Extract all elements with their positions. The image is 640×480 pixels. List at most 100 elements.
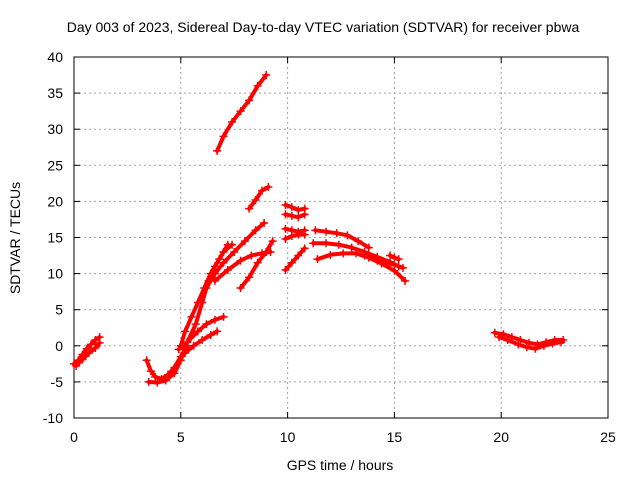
data-point (219, 132, 228, 141)
data-point (339, 249, 348, 258)
data-point (373, 256, 382, 265)
data-point (202, 284, 211, 293)
x-axis-label: GPS time / hours (287, 457, 394, 473)
data-point (151, 372, 160, 381)
data-point (82, 344, 91, 353)
data-point (91, 343, 100, 352)
y-tick-label: 20 (47, 193, 63, 209)
data-point (262, 71, 271, 80)
data-point (236, 256, 245, 265)
data-point (183, 338, 192, 347)
data-point (219, 258, 228, 267)
data-point (351, 249, 360, 258)
data-point (219, 312, 228, 321)
y-tick-label: 0 (55, 338, 63, 354)
data-point (240, 237, 249, 246)
data-point (223, 240, 232, 249)
data-point (251, 195, 260, 204)
data-point (251, 226, 260, 235)
y-axis-label: SDTVAR / TECUs (7, 182, 23, 294)
series-trace (178, 242, 230, 348)
data-point (539, 341, 548, 350)
series-arc-21 (360, 251, 407, 272)
data-point (514, 340, 523, 349)
x-tick-label: 25 (600, 429, 616, 445)
y-tick-label: 35 (47, 85, 63, 101)
data-point (390, 253, 399, 262)
data-point (247, 251, 256, 260)
data-point (294, 206, 303, 215)
data-point (210, 276, 219, 285)
data-point (557, 338, 566, 347)
data-point (213, 327, 222, 336)
data-point (360, 251, 369, 260)
data-point (287, 232, 296, 241)
series-arc-13 (281, 201, 309, 215)
data-point (268, 237, 277, 246)
data-point (142, 356, 151, 365)
data-point (531, 344, 540, 353)
data-point (262, 247, 271, 256)
x-tick-label: 15 (387, 429, 403, 445)
series-arc-18 (311, 226, 373, 252)
series-arc-12 (245, 182, 273, 213)
data-point (230, 247, 239, 256)
data-point (181, 349, 190, 358)
y-tick-label: -5 (51, 374, 64, 390)
data-point (181, 327, 190, 336)
series-arc-10 (236, 237, 277, 293)
data-point (300, 210, 309, 219)
data-point (264, 182, 273, 191)
y-tick-label: -10 (43, 410, 63, 426)
data-point (153, 378, 162, 387)
series-arc-14 (281, 210, 309, 222)
data-point (245, 96, 254, 105)
data-point (260, 219, 269, 228)
data-point (287, 211, 296, 220)
x-tick-label: 10 (280, 429, 296, 445)
data-point (146, 367, 155, 376)
data-point (253, 258, 262, 267)
data-point (174, 345, 183, 354)
data-point (202, 320, 211, 329)
data-point (176, 356, 185, 365)
data-point (386, 259, 395, 268)
data-point (334, 240, 343, 249)
data-point (322, 239, 331, 248)
data-point (253, 81, 262, 90)
data-point (401, 276, 410, 285)
y-tick-label: 15 (47, 230, 63, 246)
data-point (311, 226, 320, 235)
data-point (522, 343, 531, 352)
series-arc-2 (72, 338, 104, 371)
data-point (398, 263, 407, 272)
data-point (191, 320, 200, 329)
data-point (87, 340, 96, 349)
data-point (332, 229, 341, 238)
x-tick-label: 0 (70, 429, 78, 445)
data-point (281, 265, 290, 274)
data-point (215, 255, 224, 264)
data-point (245, 273, 254, 282)
data-point (95, 338, 104, 347)
data-point (78, 355, 87, 364)
x-tick-label: 20 (493, 429, 509, 445)
data-point (213, 146, 222, 155)
data-point (364, 243, 373, 252)
data-point (287, 258, 296, 267)
data-point (495, 333, 504, 342)
data-point (281, 234, 290, 243)
data-point (206, 330, 215, 339)
y-tick-label: 5 (55, 302, 63, 318)
data-point (210, 315, 219, 324)
data-point (347, 243, 356, 252)
data-point (287, 203, 296, 212)
data-point (313, 255, 322, 264)
data-point (281, 224, 290, 233)
data-point (294, 251, 303, 260)
series-arc-24 (495, 333, 566, 353)
data-point (326, 250, 335, 259)
data-point (193, 327, 202, 336)
y-tick-label: 30 (47, 121, 63, 137)
